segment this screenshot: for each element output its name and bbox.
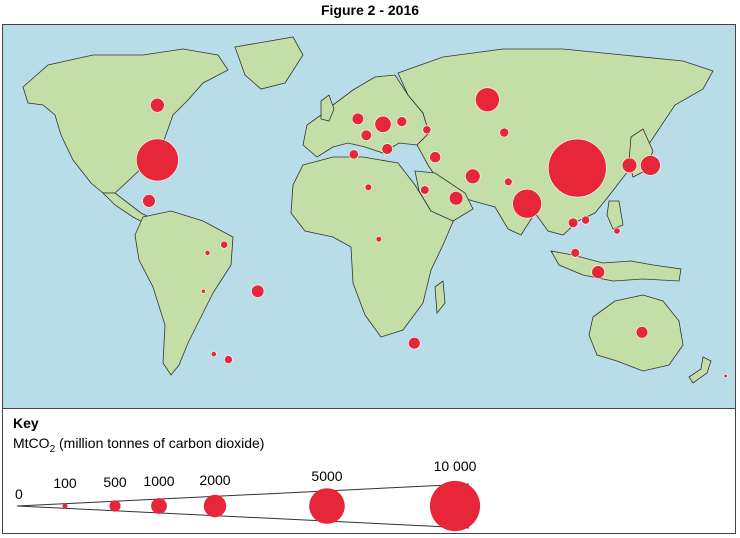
kazakhstan-emitter: [499, 127, 510, 138]
key-label-1000: 1000: [143, 473, 174, 489]
key-circle-1000: [151, 498, 167, 514]
key-title: Key: [13, 415, 39, 431]
peru-emitter: [200, 288, 206, 294]
key-circle-100: [62, 503, 68, 509]
land-masses: [22, 36, 714, 384]
russia-emitter: [475, 87, 500, 112]
france-emitter: [360, 129, 372, 141]
poland-emitter: [396, 116, 408, 127]
key-scale-svg: 0 100 500 1000 2000 5000 10 000: [15, 458, 481, 532]
usa-emitter: [135, 138, 179, 182]
china-emitter: [547, 138, 607, 198]
new-zealand-land: [688, 356, 712, 384]
malaysia-emitter: [570, 248, 580, 258]
south-korea-emitter: [621, 157, 638, 174]
mexico-emitter: [142, 194, 156, 208]
ukraine-emitter: [422, 125, 432, 135]
north-america-land: [22, 48, 229, 194]
italy-emitter: [381, 143, 393, 155]
iran-emitter: [465, 168, 481, 185]
africa-land: [290, 156, 456, 338]
figure-frame: Key MtCO2 (million tonnes of carbon diox…: [2, 24, 736, 534]
colombia-emitter: [204, 249, 211, 256]
key-label-5000: 5000: [311, 468, 342, 484]
madagascar-land: [434, 280, 446, 315]
world-map: [3, 25, 735, 409]
key-circle-500: [109, 500, 121, 512]
key-scale-upper-line: [16, 483, 470, 507]
key-label-100: 100: [53, 475, 77, 491]
world-map-svg: [22, 36, 728, 384]
south-africa-emitter: [408, 337, 421, 350]
emission-circles: [135, 87, 728, 378]
uk-land: [320, 94, 335, 122]
indonesia-land: [550, 250, 682, 282]
key-label-10000: 10 000: [434, 458, 477, 474]
new-zealand-emitter: [723, 373, 728, 378]
canada-emitter: [150, 97, 165, 113]
indonesia-emitter: [591, 265, 606, 279]
germany-emitter: [374, 115, 392, 133]
japan-emitter: [640, 155, 661, 176]
australia-emitter: [635, 326, 649, 339]
argentina-emitter: [224, 355, 233, 364]
chile-emitter: [210, 351, 217, 357]
algeria-emitter: [364, 183, 373, 192]
figure-title: Figure 2 - 2016: [320, 2, 420, 18]
key-unit-label: MtCO2 (million tonnes of carbon dioxide): [13, 435, 265, 455]
nigeria-emitter: [375, 236, 382, 243]
arabia-land: [414, 170, 474, 222]
philippines-emitter: [613, 227, 621, 235]
brazil-emitter: [251, 284, 265, 298]
philippines-land: [606, 200, 624, 230]
key-circle-5000: [309, 488, 345, 524]
india-emitter: [512, 188, 542, 219]
vietnam-emitter: [581, 215, 590, 225]
thailand-emitter: [567, 217, 579, 229]
key-circle-10000: [429, 480, 481, 532]
venezuela-emitter: [220, 240, 229, 249]
turkey-emitter: [429, 151, 442, 164]
key-circle-2000: [203, 494, 227, 518]
spain-emitter: [348, 149, 359, 160]
key-label-2000: 2000: [199, 472, 230, 488]
pakistan-emitter: [504, 177, 513, 187]
egypt-emitter: [420, 185, 430, 195]
key-label-500: 500: [103, 474, 127, 490]
uk-emitter: [351, 112, 365, 125]
key-label-0: 0: [15, 486, 23, 502]
key-panel: Key MtCO2 (million tonnes of carbon diox…: [3, 409, 735, 533]
greenland-land: [234, 36, 304, 90]
saudi-arabia-emitter: [448, 191, 464, 206]
south-america-land: [134, 210, 234, 376]
key-scale-lower-line: [16, 505, 470, 529]
